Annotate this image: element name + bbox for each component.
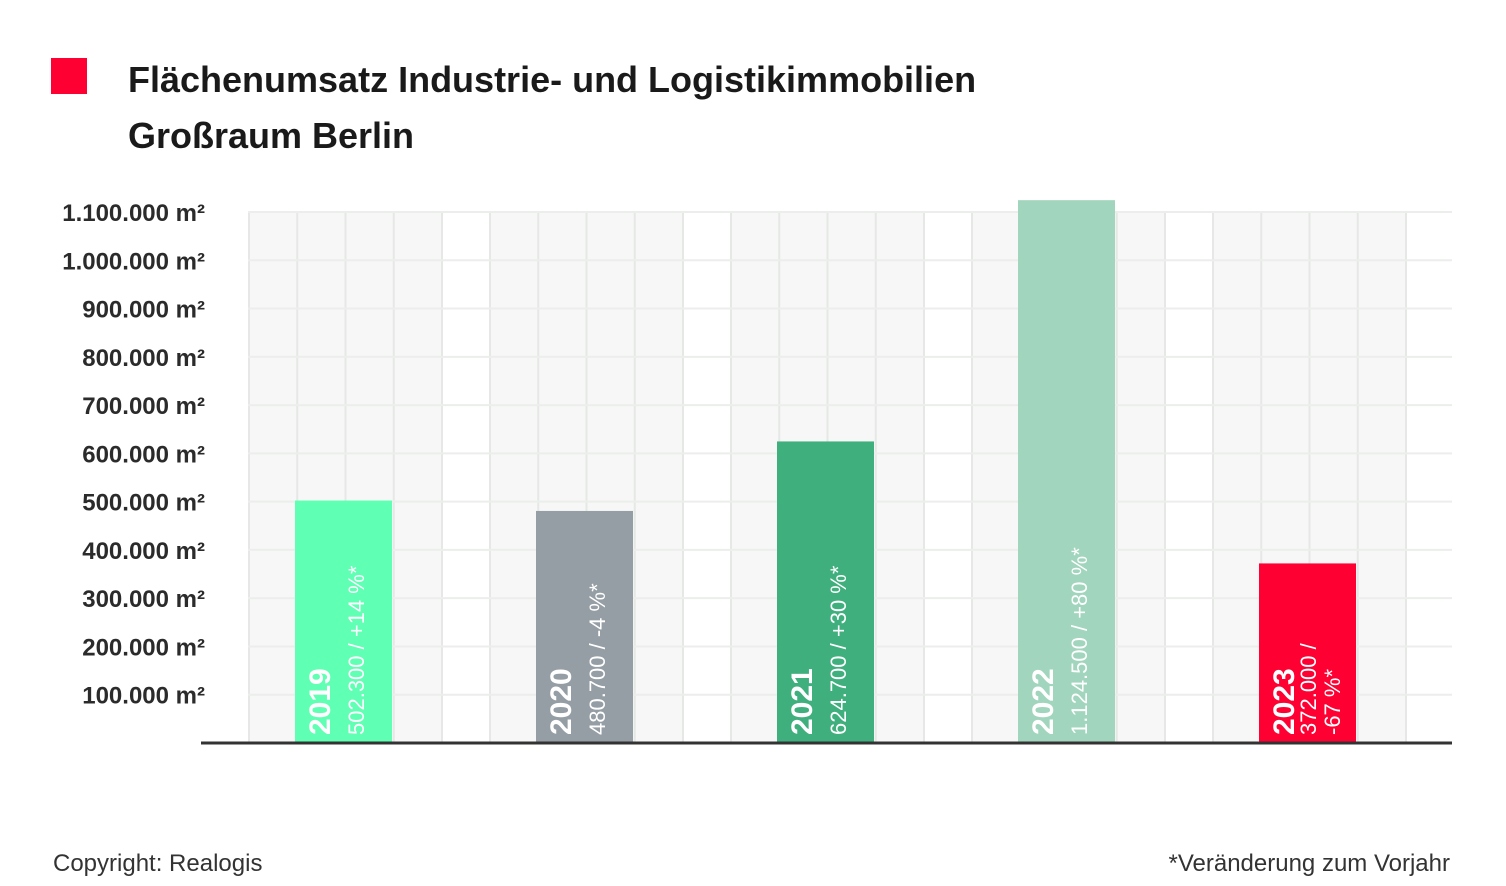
y-tick-label: 1.000.000 m²	[62, 248, 205, 275]
bar-2023	[1259, 563, 1356, 743]
y-tick-label: 900.000 m²	[82, 297, 205, 324]
bar-label-group: 2022 1.124.500 / +80 %*	[1027, 547, 1092, 735]
bar-value-label: 372.000 /	[1296, 642, 1321, 735]
legend-marker	[51, 58, 87, 94]
bar-value-label: 624.700 / +30 %*	[826, 565, 851, 735]
y-tick-label: 700.000 m²	[82, 393, 205, 420]
bar-2022	[1018, 200, 1115, 743]
bar-label-group: 2019 502.300 / +14 %*	[304, 565, 369, 735]
bar-label-group: 2020 480.700 / -4 %*	[545, 583, 610, 735]
bar-value-label: 502.300 / +14 %*	[344, 565, 369, 735]
y-tick-label: 400.000 m²	[82, 538, 205, 565]
bar-label-group: 2021 624.700 / +30 %*	[786, 565, 851, 735]
bar-year-label: 2023	[1268, 668, 1301, 735]
bar-2020	[536, 510, 633, 743]
bar-value-label: 1.124.500 / +80 %*	[1067, 547, 1092, 735]
y-axis-tick-labels: 100.000 m² 200.000 m² 300.000 m² 400.000 m²…	[62, 200, 205, 710]
y-tick-label: 800.000 m²	[82, 345, 205, 372]
y-tick-label: 1.100.000 m²	[62, 200, 205, 227]
bar-2019	[295, 500, 392, 743]
y-tick-label: 600.000 m²	[82, 441, 205, 468]
bar-year-label: 2021	[786, 668, 819, 735]
y-tick-label: 200.000 m²	[82, 634, 205, 661]
bar-value-label: -67 %*	[1320, 669, 1345, 735]
chart-title-line-2: Großraum Berlin	[128, 115, 415, 156]
copyright-text: Copyright: Realogis	[53, 850, 263, 877]
bar-labels: 2019 502.300 / +14 %* 2020 480.700 / -4 %* 2…	[304, 547, 1345, 735]
bar-year-label: 2019	[304, 668, 337, 735]
bars	[295, 200, 1356, 743]
footnote-text: *Veränderung zum Vorjahr	[1168, 850, 1450, 877]
y-tick-label: 100.000 m²	[82, 683, 205, 710]
bar-year-label: 2022	[1027, 668, 1060, 735]
chart-title: Flächenumsatz Industrie- und Logistikimm…	[128, 52, 976, 164]
bar-year-label: 2020	[545, 668, 578, 735]
y-tick-label: 300.000 m²	[82, 586, 205, 613]
chart-title-line-1: Flächenumsatz Industrie- und Logistikimm…	[128, 59, 977, 100]
y-tick-label: 500.000 m²	[82, 490, 205, 517]
bar-value-label: 480.700 / -4 %*	[585, 583, 610, 735]
bar-2021	[777, 441, 874, 743]
